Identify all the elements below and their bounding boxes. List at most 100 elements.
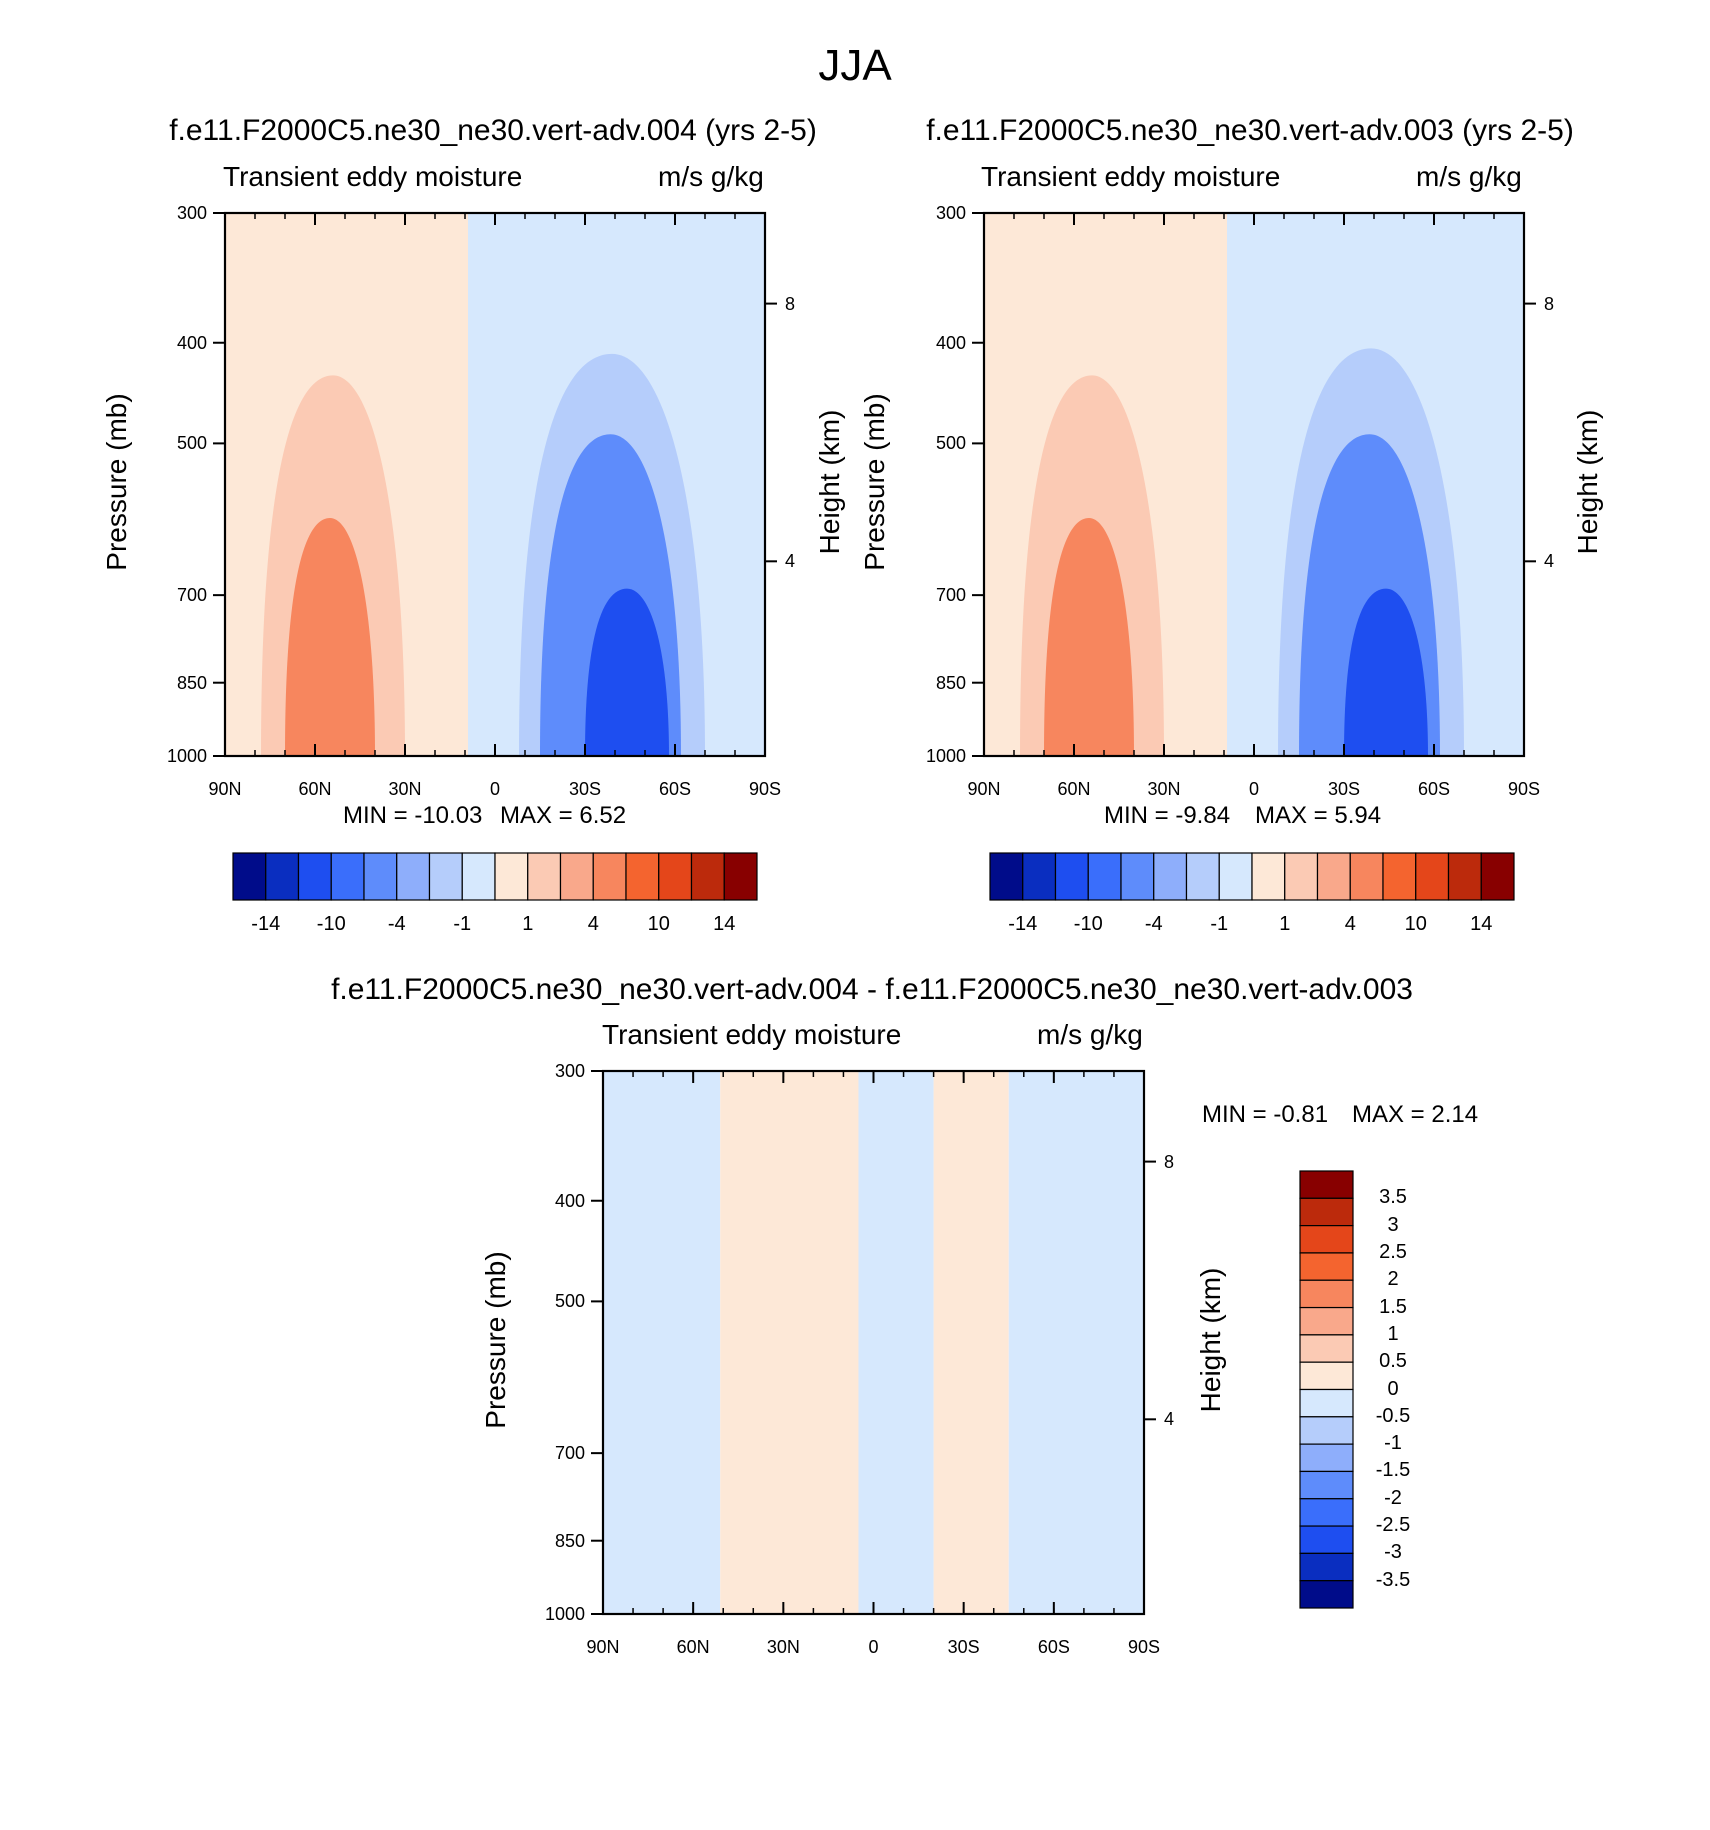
colorbar1-label: -4 bbox=[387, 913, 406, 935]
panel3-min-label: MIN = -0.81 bbox=[1202, 1101, 1329, 1128]
colorbar2-label: -10 bbox=[1073, 913, 1103, 935]
panel3-region-4 bbox=[1008, 1071, 1144, 1614]
colorbar1-box bbox=[297, 852, 332, 901]
panel2-xtick-label: 60S bbox=[1417, 779, 1451, 799]
panel3-region-0 bbox=[603, 1071, 721, 1614]
colorbar3-box bbox=[1299, 1388, 1354, 1418]
panel3-xtick-label: 90N bbox=[586, 1637, 620, 1657]
panel2-ylabel: Pressure (mb) bbox=[859, 393, 890, 571]
colorbar3-box bbox=[1299, 1334, 1354, 1363]
panel3-max-label: MAX = 2.14 bbox=[1352, 1101, 1479, 1128]
panel3-region-1 bbox=[720, 1071, 859, 1614]
colorbar3-box bbox=[1299, 1443, 1354, 1473]
colorbar2-label: 1 bbox=[1279, 913, 1291, 935]
colorbar3-box bbox=[1299, 1279, 1354, 1309]
colorbar2-box bbox=[1087, 852, 1122, 901]
colorbar2-label: 14 bbox=[1470, 913, 1493, 935]
panel3-left-string: Transient eddy moisture bbox=[602, 1019, 902, 1050]
colorbar1-box bbox=[330, 852, 365, 901]
colorbar3-box bbox=[1299, 1170, 1354, 1199]
colorbar3-label: -3 bbox=[1384, 1541, 1402, 1564]
panel1-title: f.e11.F2000C5.ne30_ne30.vert-adv.004 (yr… bbox=[169, 114, 817, 147]
panel1-min-label: MIN = -10.03 bbox=[343, 802, 483, 829]
panel3-ytick-label: 300 bbox=[554, 1061, 585, 1081]
panel1-y2tick-label: 4 bbox=[785, 551, 796, 572]
colorbar2-box bbox=[1316, 852, 1351, 901]
panel2-max-label: MAX = 5.94 bbox=[1255, 802, 1382, 829]
panel2-region-6 bbox=[1344, 588, 1428, 756]
panel1-xtick-label: 90N bbox=[208, 779, 242, 799]
panel3-ytick-label: 400 bbox=[554, 1190, 585, 1211]
panel1-left-string: Transient eddy moisture bbox=[223, 161, 523, 192]
panel1-ylabel: Pressure (mb) bbox=[101, 393, 132, 571]
colorbar1-label: -14 bbox=[251, 913, 281, 935]
panel3-xtick-label: 30S bbox=[947, 1637, 980, 1657]
colorbar1-label: 14 bbox=[713, 913, 736, 935]
figure-title: JJA bbox=[818, 41, 892, 90]
colorbar2-box bbox=[1218, 852, 1253, 901]
panel2-right-string: m/s g/kg bbox=[1416, 161, 1522, 192]
colorbar3-label: 0 bbox=[1387, 1377, 1399, 1400]
panel1-max-label: MAX = 6.52 bbox=[500, 802, 627, 829]
colorbar3-box bbox=[1299, 1225, 1354, 1254]
colorbar1-box bbox=[625, 852, 660, 901]
panel2-min-label: MIN = -9.84 bbox=[1104, 802, 1231, 829]
panel3-ytick-label: 500 bbox=[554, 1291, 585, 1312]
colorbar3-label: 2.5 bbox=[1379, 1240, 1407, 1263]
panel1-xtick-label: 60N bbox=[298, 779, 332, 799]
panel1-ytick-label: 1000 bbox=[166, 746, 207, 766]
colorbar2-box bbox=[1153, 852, 1188, 901]
colorbar1-box bbox=[232, 852, 267, 901]
panel2-y2tick-label: 4 bbox=[1544, 551, 1555, 572]
panel3-y2label: Height (km) bbox=[1195, 1267, 1226, 1413]
panel3-region-2 bbox=[858, 1071, 934, 1614]
colorbar3-label: 1 bbox=[1387, 1322, 1399, 1345]
colorbar1-box bbox=[396, 852, 431, 901]
colorbar1-box bbox=[658, 852, 693, 901]
panel1-ytick-label: 400 bbox=[176, 332, 207, 353]
panel3-right-string: m/s g/kg bbox=[1037, 1019, 1143, 1050]
colorbar2-box bbox=[1415, 852, 1450, 901]
panel1-ytick-label: 850 bbox=[176, 672, 207, 693]
colorbar2-label: -1 bbox=[1210, 913, 1229, 935]
colorbar2-box bbox=[1022, 852, 1057, 901]
panel3-xtick-label: 30N bbox=[766, 1637, 800, 1657]
colorbar3-label: 1.5 bbox=[1379, 1295, 1407, 1318]
colorbar3-label: 2 bbox=[1387, 1268, 1399, 1291]
colorbar1-label: 1 bbox=[522, 913, 534, 935]
panel1-xtick-label: 60S bbox=[658, 779, 692, 799]
colorbar3-box bbox=[1299, 1361, 1354, 1391]
panel1-y2label: Height (km) bbox=[814, 409, 845, 555]
colorbar1-box bbox=[494, 852, 529, 901]
panel1-y2tick-label: 8 bbox=[785, 293, 796, 314]
panel1-xtick-label: 30N bbox=[388, 779, 422, 799]
panel2-y2tick-label: 8 bbox=[1544, 293, 1555, 314]
colorbar3-label: -1.5 bbox=[1375, 1459, 1411, 1482]
panel1-ytick-label: 300 bbox=[176, 203, 207, 223]
colorbar1-label: -10 bbox=[316, 913, 346, 935]
colorbar3-box bbox=[1299, 1252, 1354, 1281]
colorbar3-box bbox=[1299, 1197, 1354, 1227]
colorbar2-box bbox=[1120, 852, 1155, 901]
colorbar2-label: -14 bbox=[1008, 913, 1038, 935]
panel1-xtick-label: 90S bbox=[748, 779, 782, 799]
colorbar3-label: -3.5 bbox=[1375, 1568, 1411, 1591]
panel2-left-string: Transient eddy moisture bbox=[981, 161, 1281, 192]
panel2-region-3 bbox=[1044, 518, 1134, 756]
colorbar3-label: -2 bbox=[1384, 1486, 1402, 1509]
panel2-y2label: Height (km) bbox=[1572, 409, 1603, 555]
panel2-ytick-label: 500 bbox=[935, 433, 966, 454]
panel1-region-6 bbox=[585, 588, 669, 756]
panel3-ytick-label: 700 bbox=[554, 1443, 585, 1464]
panel1-xtick-label: 0 bbox=[489, 779, 501, 799]
colorbar3-box bbox=[1299, 1498, 1354, 1527]
colorbar2-label: 4 bbox=[1344, 913, 1356, 935]
colorbar1-box bbox=[363, 852, 398, 901]
colorbar3-box bbox=[1299, 1552, 1354, 1582]
colorbar2-box bbox=[1480, 852, 1515, 901]
panel2-ytick-label: 1000 bbox=[925, 746, 966, 766]
colorbar3-box bbox=[1299, 1470, 1354, 1500]
panel2-xtick-label: 90N bbox=[967, 779, 1001, 799]
panel3-ylabel: Pressure (mb) bbox=[480, 1251, 511, 1429]
